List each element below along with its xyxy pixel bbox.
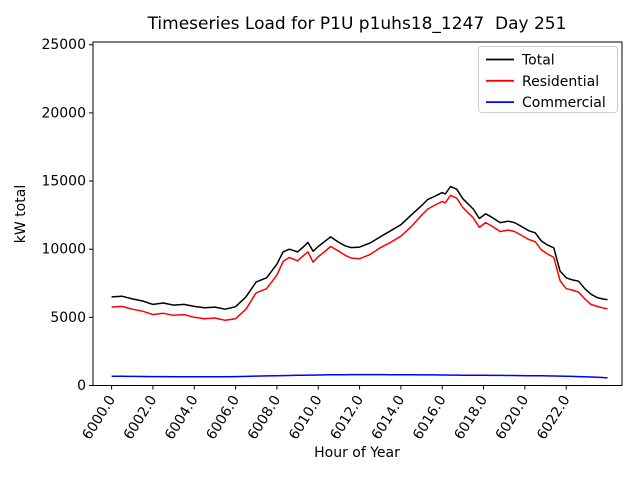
legend-label-total: Total xyxy=(521,53,555,69)
y-tick-label: 10000 xyxy=(41,242,86,258)
x-tick-label: 6000.0 xyxy=(79,393,119,443)
x-tick-label: 6022.0 xyxy=(534,393,574,443)
y-tick-label: 0 xyxy=(77,378,86,394)
y-tick-label: 25000 xyxy=(41,37,86,53)
series-line-total xyxy=(111,185,608,310)
x-axis-label: Hour of Year xyxy=(314,445,400,461)
plot-frame xyxy=(92,41,623,386)
y-tick-label: 15000 xyxy=(41,174,86,190)
legend: Total Residential Commercial xyxy=(478,46,618,113)
y-axis-label: kW total xyxy=(13,185,29,243)
y-tick-label: 20000 xyxy=(41,105,86,121)
x-tick-label: 6020.0 xyxy=(493,393,533,443)
x-tick-label: 6018.0 xyxy=(451,393,491,443)
chart-title: Timeseries Load for P1U p1uhs18_1247 Day… xyxy=(147,14,567,34)
x-tick-label: 6010.0 xyxy=(286,393,326,443)
x-tick-label: 6012.0 xyxy=(327,393,367,443)
x-tick-label: 6014.0 xyxy=(369,393,409,443)
x-tick-label: 6008.0 xyxy=(245,393,285,443)
x-tick-label: 6006.0 xyxy=(203,393,243,443)
series-line-residential xyxy=(111,194,608,322)
legend-label-commercial: Commercial xyxy=(522,95,606,111)
series-lines xyxy=(111,185,608,379)
y-tick-label: 5000 xyxy=(50,310,86,326)
x-tick-label: 6016.0 xyxy=(410,393,450,443)
axes-frame xyxy=(92,41,623,386)
legend-label-residential: Residential xyxy=(522,74,599,90)
x-tick-label: 6004.0 xyxy=(162,393,202,443)
legend-box xyxy=(478,46,618,113)
x-tick-label: 6002.0 xyxy=(121,393,161,443)
series-line-commercial xyxy=(111,373,608,379)
